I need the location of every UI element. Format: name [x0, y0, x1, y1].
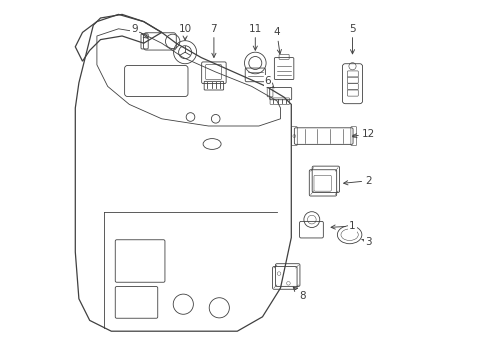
- Text: 9: 9: [131, 24, 147, 38]
- Text: 12: 12: [352, 129, 375, 139]
- Text: 2: 2: [343, 176, 371, 186]
- Text: 5: 5: [348, 24, 355, 54]
- Text: 3: 3: [361, 237, 371, 247]
- Text: 11: 11: [248, 24, 262, 50]
- Text: 4: 4: [273, 27, 281, 54]
- Text: 7: 7: [210, 24, 217, 57]
- Text: 1: 1: [330, 221, 355, 231]
- Text: 10: 10: [178, 24, 191, 40]
- Text: 6: 6: [264, 76, 274, 88]
- Text: 8: 8: [293, 287, 305, 301]
